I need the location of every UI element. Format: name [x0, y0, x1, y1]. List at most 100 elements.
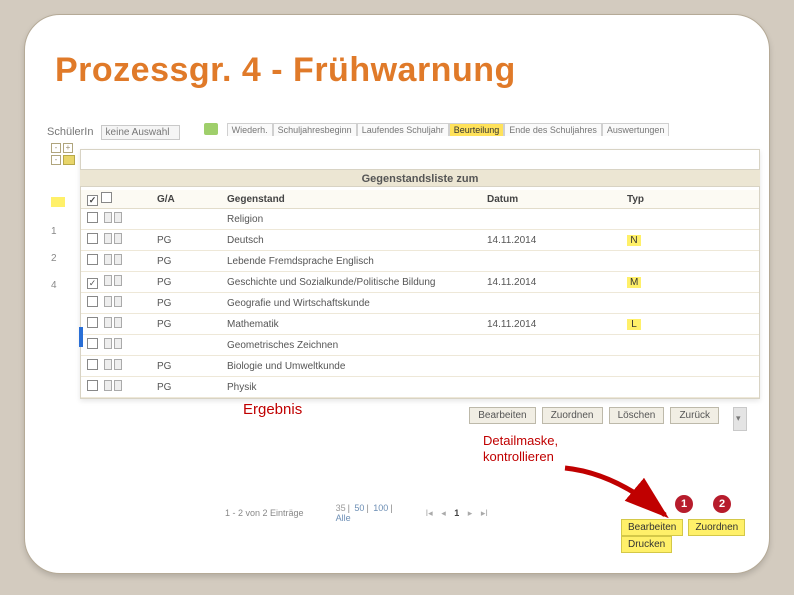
col-ga: G/A — [151, 190, 221, 209]
detail-mask-label: Detailmaske, kontrollieren — [483, 433, 558, 466]
row-checkbox[interactable] — [87, 233, 98, 244]
row-checkbox[interactable] — [87, 380, 98, 391]
delete-button[interactable]: Löschen — [609, 407, 665, 424]
callout-circle-1: 1 — [675, 495, 693, 513]
cell-gegenstand: Geschichte und Sozialkunde/Politische Bi… — [221, 272, 481, 293]
hl-print-button[interactable]: Drucken — [621, 536, 672, 553]
cell-gegenstand: Deutsch — [221, 230, 481, 251]
cell-typ-highlight: M — [627, 277, 641, 288]
table-row[interactable]: PGPhysik — [81, 377, 759, 398]
pager: 1 - 2 von 2 Einträge 35| 50| 100| Alle I… — [225, 503, 491, 523]
slide-frame: Prozessgr. 4 - Frühwarnung SchülerIn kei… — [24, 14, 770, 574]
row-flags — [104, 296, 122, 307]
bg-tab[interactable]: Ende des Schuljahres — [504, 123, 602, 136]
col-typ: Typ — [621, 190, 759, 209]
bg-tab[interactable]: Schuljahresbeginn — [273, 123, 357, 136]
back-button[interactable]: Zurück — [670, 407, 719, 424]
header-checkbox-none[interactable] — [101, 192, 112, 203]
row-checkbox[interactable] — [87, 278, 98, 289]
cell-gegenstand: Biologie und Umweltkunde — [221, 356, 481, 377]
table-row[interactable]: Religion — [81, 209, 759, 230]
bg-topbar: SchülerIn keine Auswahl Wiederh.Schuljah… — [47, 123, 747, 140]
col-datum: Datum — [481, 190, 621, 209]
row-flags — [104, 359, 122, 370]
slide-title: Prozessgr. 4 - Frühwarnung — [55, 51, 516, 90]
row-checkbox[interactable] — [87, 338, 98, 349]
cell-datum: 14.11.2014 — [481, 230, 621, 251]
tree-collapse-icon[interactable]: - — [51, 155, 61, 165]
scrollbar-stub[interactable] — [733, 407, 747, 431]
subject-table: G/A Gegenstand Datum Typ ReligionPGDeuts… — [81, 190, 759, 398]
cell-typ — [621, 293, 759, 314]
cell-typ-highlight: L — [627, 319, 641, 330]
selection-marker — [79, 327, 83, 347]
bg-tab[interactable]: Beurteilung — [449, 123, 505, 136]
tree-collapse-icon[interactable]: - — [51, 143, 61, 153]
bg-tab[interactable]: Wiederh. — [227, 123, 273, 136]
cell-ga: PG — [151, 293, 221, 314]
cell-gegenstand: Mathematik — [221, 314, 481, 335]
cell-ga: PG — [151, 230, 221, 251]
row-checkbox[interactable] — [87, 317, 98, 328]
table-row[interactable]: PGDeutsch14.11.2014 N — [81, 230, 759, 251]
cell-datum — [481, 335, 621, 356]
cell-datum — [481, 356, 621, 377]
row-checkbox[interactable] — [87, 359, 98, 370]
pager-nav: I◂ ◂ 1 ▸ ▸I — [423, 508, 491, 519]
action-button-row: Bearbeiten Zuordnen Löschen Zurück — [466, 407, 719, 424]
hl-edit-button[interactable]: Bearbeiten — [621, 519, 683, 536]
cell-typ — [621, 251, 759, 272]
bg-tab[interactable]: Laufendes Schuljahr — [357, 123, 449, 136]
assign-button[interactable]: Zuordnen — [542, 407, 603, 424]
cell-datum: 14.11.2014 — [481, 272, 621, 293]
cell-ga — [151, 335, 221, 356]
table-row[interactable]: PGGeschichte und Sozialkunde/Politische … — [81, 272, 759, 293]
cell-gegenstand: Religion — [221, 209, 481, 230]
pager-summary: 1 - 2 von 2 Einträge — [225, 508, 304, 518]
schueler-label: SchülerIn — [47, 126, 93, 138]
cell-typ — [621, 356, 759, 377]
bg-tabs: Wiederh.SchuljahresbeginnLaufendes Schul… — [227, 123, 670, 136]
cell-typ: M — [621, 272, 759, 293]
cell-ga: PG — [151, 314, 221, 335]
cell-gegenstand: Lebende Fremdsprache Englisch — [221, 251, 481, 272]
cell-typ: L — [621, 314, 759, 335]
row-checkbox[interactable] — [87, 212, 98, 223]
row-flags — [104, 317, 122, 328]
cell-ga — [151, 209, 221, 230]
table-row[interactable]: PGBiologie und Umweltkunde — [81, 356, 759, 377]
cell-datum — [481, 293, 621, 314]
row-flags — [104, 338, 122, 349]
cell-typ — [621, 377, 759, 398]
row-checkbox[interactable] — [87, 296, 98, 307]
header-checkbox-all[interactable] — [87, 195, 98, 206]
edit-button[interactable]: Bearbeiten — [469, 407, 535, 424]
table-header-row: G/A Gegenstand Datum Typ — [81, 190, 759, 209]
cell-typ — [621, 335, 759, 356]
schueler-select[interactable]: keine Auswahl — [101, 125, 181, 140]
cell-gegenstand: Geografie und Wirtschaftskunde — [221, 293, 481, 314]
table-row[interactable]: PGLebende Fremdsprache Englisch — [81, 251, 759, 272]
cell-typ: N — [621, 230, 759, 251]
cell-gegenstand: Physik — [221, 377, 481, 398]
cell-ga: PG — [151, 272, 221, 293]
table-row[interactable]: PGGeografie und Wirtschaftskunde — [81, 293, 759, 314]
table-row[interactable]: PGMathematik14.11.2014L — [81, 314, 759, 335]
row-flags — [104, 233, 122, 244]
callout-circle-2: 2 — [713, 495, 731, 513]
tree-expand-icon[interactable]: + — [63, 143, 73, 153]
yellow-marker — [51, 197, 65, 207]
row-flags — [104, 212, 122, 223]
cell-ga: PG — [151, 377, 221, 398]
popup-heading: Gegenstandsliste zum — [80, 169, 760, 187]
bg-tab[interactable]: Auswertungen — [602, 123, 670, 136]
table-row[interactable]: Geometrisches Zeichnen — [81, 335, 759, 356]
cell-ga: PG — [151, 356, 221, 377]
highlighted-button-row: Bearbeiten Zuordnen Drucken — [619, 519, 769, 553]
cell-ga: PG — [151, 251, 221, 272]
row-checkbox[interactable] — [87, 254, 98, 265]
hl-assign-button[interactable]: Zuordnen — [688, 519, 745, 536]
folder-icon[interactable] — [63, 155, 75, 165]
cell-typ-highlight: N — [627, 235, 641, 246]
back-icon[interactable] — [204, 123, 218, 135]
